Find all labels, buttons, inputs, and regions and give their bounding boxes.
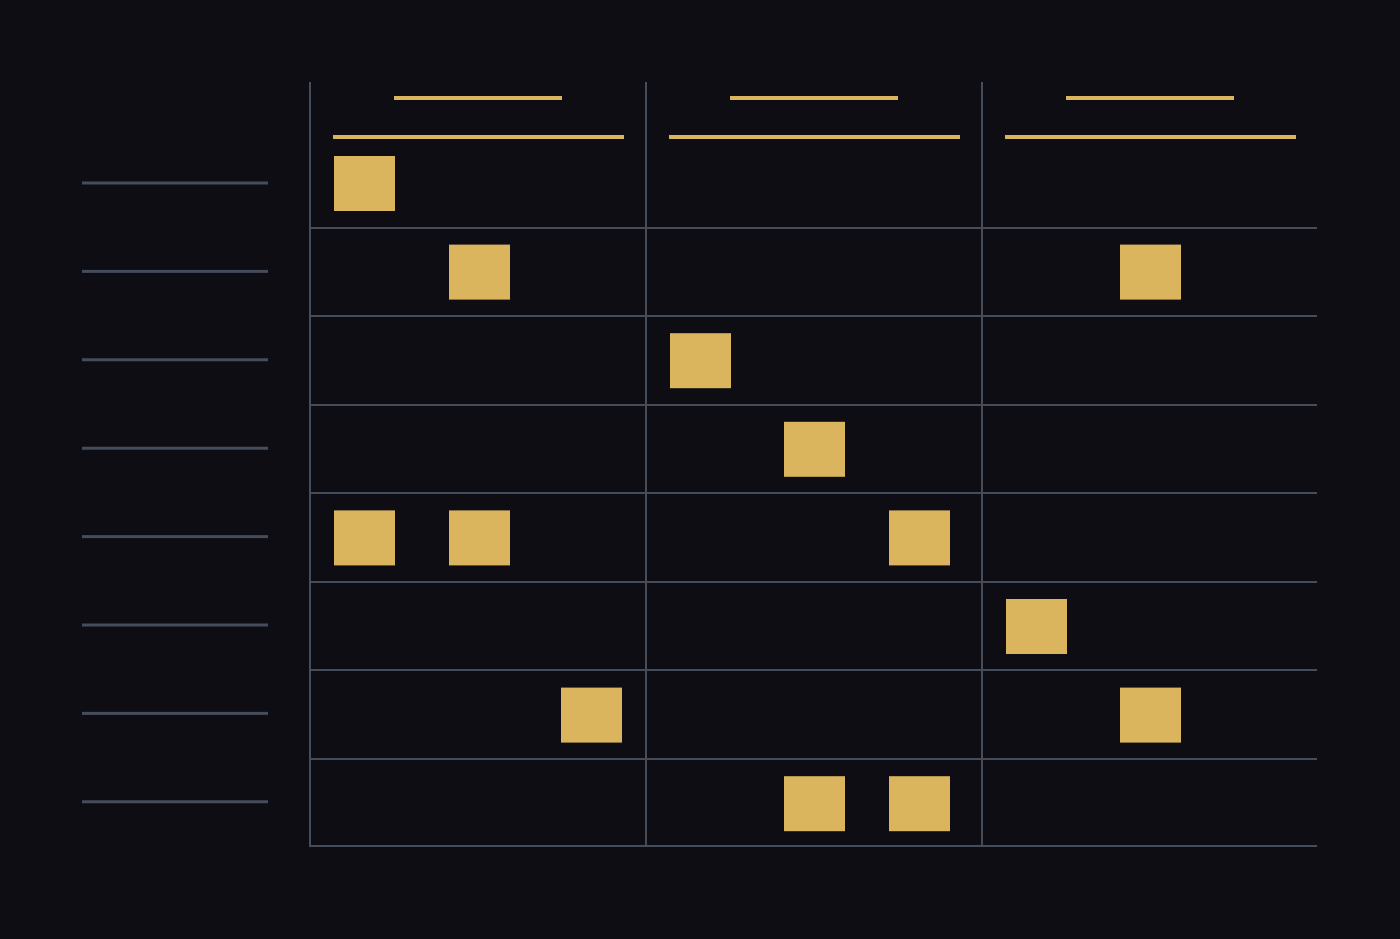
cell-marker bbox=[889, 510, 950, 566]
cell-marker bbox=[784, 421, 845, 477]
cell-marker bbox=[449, 510, 510, 566]
cell-marker bbox=[561, 687, 622, 743]
cell-marker bbox=[889, 776, 950, 832]
layout bbox=[82, 82, 1317, 847]
cell-marker bbox=[1006, 599, 1067, 654]
cell-marker bbox=[784, 776, 845, 832]
cell-marker bbox=[1120, 244, 1181, 300]
cell-marker bbox=[449, 244, 510, 300]
cell-marker bbox=[334, 510, 395, 566]
cell-marker bbox=[1120, 687, 1181, 743]
cell-marker bbox=[334, 156, 395, 211]
cell-marker bbox=[670, 333, 731, 389]
